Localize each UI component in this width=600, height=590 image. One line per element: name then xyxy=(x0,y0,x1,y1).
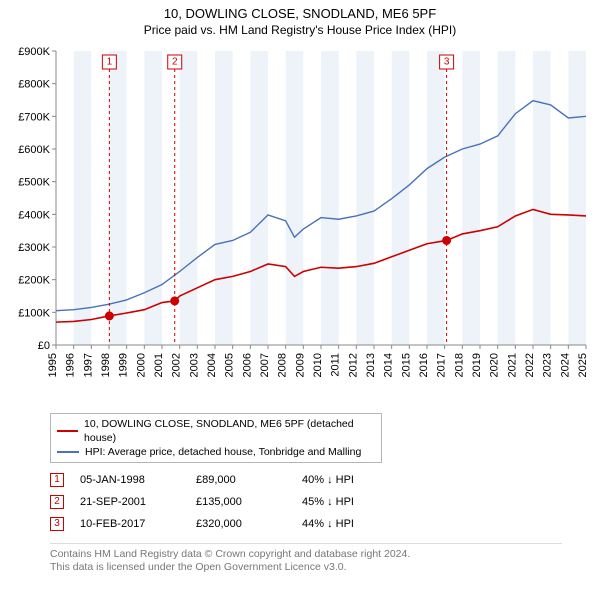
svg-text:£600K: £600K xyxy=(18,144,50,156)
svg-text:£900K: £900K xyxy=(18,46,50,58)
legend: 10, DOWLING CLOSE, SNODLAND, ME6 5PF (de… xyxy=(50,413,382,463)
chart-subtitle: Price paid vs. HM Land Registry's House … xyxy=(8,23,592,37)
chart-title: 10, DOWLING CLOSE, SNODLAND, ME6 5PF xyxy=(8,6,592,21)
legend-item: 10, DOWLING CLOSE, SNODLAND, ME6 5PF (de… xyxy=(57,417,375,445)
legend-label: HPI: Average price, detached house, Tonb… xyxy=(85,445,361,459)
event-row: 3 10-FEB-2017 £320,000 44% ↓ HPI xyxy=(50,513,550,535)
svg-text:£0: £0 xyxy=(38,340,50,352)
event-delta: 45% ↓ HPI xyxy=(302,491,354,513)
svg-text:2017: 2017 xyxy=(436,353,448,377)
svg-text:£800K: £800K xyxy=(18,79,50,91)
event-date: 21-SEP-2001 xyxy=(80,491,180,513)
svg-text:1995: 1995 xyxy=(47,353,59,377)
svg-text:2015: 2015 xyxy=(400,353,412,377)
svg-text:2005: 2005 xyxy=(224,353,236,377)
chart: £0 £100K £200K £300K £400K £500K £600K £700K £80… xyxy=(8,45,592,407)
svg-text:2006: 2006 xyxy=(241,353,253,377)
svg-text:2025: 2025 xyxy=(577,353,589,377)
event-marker-icon: 2 xyxy=(50,495,64,509)
svg-text:2004: 2004 xyxy=(206,353,218,377)
svg-text:2010: 2010 xyxy=(312,353,324,377)
svg-text:2007: 2007 xyxy=(259,353,271,377)
svg-text:2014: 2014 xyxy=(383,353,395,377)
svg-text:1996: 1996 xyxy=(65,353,77,377)
legend-swatch xyxy=(57,430,78,432)
svg-text:2012: 2012 xyxy=(347,353,359,377)
event-marker-icon: 1 xyxy=(50,473,64,487)
svg-text:2023: 2023 xyxy=(542,353,554,377)
svg-text:2001: 2001 xyxy=(153,353,165,377)
svg-text:2002: 2002 xyxy=(171,353,183,377)
event-row: 2 21-SEP-2001 £135,000 45% ↓ HPI xyxy=(50,491,550,513)
svg-text:£100K: £100K xyxy=(18,307,50,319)
event-price: £320,000 xyxy=(196,513,286,535)
license-line: Contains HM Land Registry data © Crown c… xyxy=(50,548,562,561)
svg-text:2011: 2011 xyxy=(330,353,342,377)
license-text: Contains HM Land Registry data © Crown c… xyxy=(50,543,562,574)
event-price: £89,000 xyxy=(196,469,286,491)
svg-text:2003: 2003 xyxy=(188,353,200,377)
svg-text:2013: 2013 xyxy=(365,353,377,377)
legend-item: HPI: Average price, detached house, Tonb… xyxy=(57,445,375,459)
svg-text:£200K: £200K xyxy=(18,275,50,287)
svg-text:£400K: £400K xyxy=(18,209,50,221)
svg-text:1997: 1997 xyxy=(82,353,94,377)
legend-swatch xyxy=(57,451,79,453)
event-marker-icon: 3 xyxy=(50,517,64,531)
legend-label: 10, DOWLING CLOSE, SNODLAND, ME6 5PF (de… xyxy=(84,417,375,445)
svg-text:£300K: £300K xyxy=(18,242,50,254)
svg-text:2020: 2020 xyxy=(489,353,501,377)
event-delta: 44% ↓ HPI xyxy=(302,513,354,535)
event-list: 1 05-JAN-1998 £89,000 40% ↓ HPI 2 21-SEP… xyxy=(50,469,550,535)
svg-text:£700K: £700K xyxy=(18,111,50,123)
svg-text:2018: 2018 xyxy=(453,353,465,377)
svg-text:£500K: £500K xyxy=(18,177,50,189)
svg-text:2024: 2024 xyxy=(559,353,571,377)
svg-text:2021: 2021 xyxy=(506,353,518,377)
svg-text:2022: 2022 xyxy=(524,353,536,377)
svg-text:1998: 1998 xyxy=(100,353,112,377)
svg-text:1999: 1999 xyxy=(118,353,130,377)
svg-text:2008: 2008 xyxy=(277,353,289,377)
event-delta: 40% ↓ HPI xyxy=(302,469,354,491)
event-price: £135,000 xyxy=(196,491,286,513)
license-line: This data is licensed under the Open Gov… xyxy=(50,561,562,574)
svg-text:1: 1 xyxy=(107,57,113,68)
svg-text:2000: 2000 xyxy=(135,353,147,377)
svg-text:2019: 2019 xyxy=(471,353,483,377)
event-date: 05-JAN-1998 xyxy=(80,469,180,491)
svg-text:3: 3 xyxy=(444,57,450,68)
event-date: 10-FEB-2017 xyxy=(80,513,180,535)
svg-text:2016: 2016 xyxy=(418,353,430,377)
svg-text:2: 2 xyxy=(172,57,178,68)
event-row: 1 05-JAN-1998 £89,000 40% ↓ HPI xyxy=(50,469,550,491)
svg-text:2009: 2009 xyxy=(294,353,306,377)
